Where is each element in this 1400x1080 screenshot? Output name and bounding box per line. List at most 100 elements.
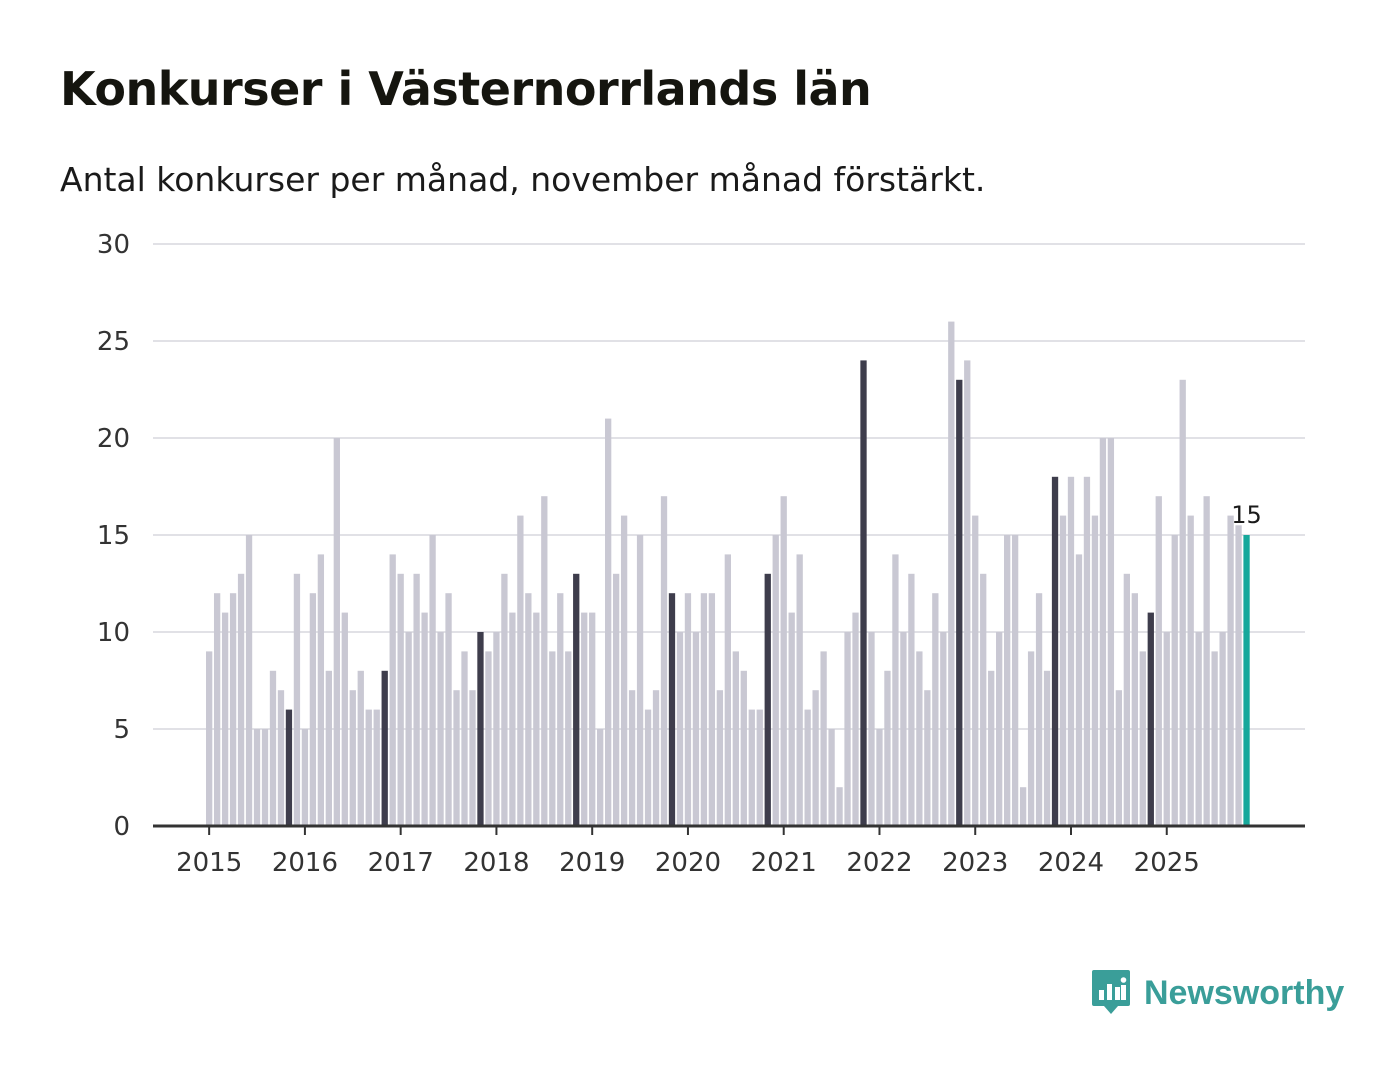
bar [1035,593,1043,826]
bar [1107,438,1115,826]
bar [916,651,923,826]
y-tick-label: 30 [97,230,130,260]
x-tick-label: 2020 [655,848,721,878]
bar [612,573,620,826]
bar [269,670,277,826]
bar [501,573,508,826]
bar [213,593,221,826]
bar [828,729,835,826]
bar [1059,515,1067,826]
bar [900,632,907,826]
bar [541,496,548,826]
bar [1075,554,1083,826]
bar [1043,670,1051,826]
bar [860,360,867,826]
bar [924,690,931,826]
bar [277,690,285,826]
chart-title: Konkurser i Västernorrlands län [60,62,872,116]
bar [740,670,747,826]
bar [1099,438,1107,826]
bar [1187,515,1194,826]
bar [804,709,811,826]
bar [660,496,668,826]
bar [333,438,340,826]
bar [1227,515,1234,826]
bar [493,632,500,826]
x-tick-label: 2022 [846,848,912,878]
bar [1115,690,1123,826]
bar [461,651,468,826]
bar [772,535,779,826]
bar [357,670,364,826]
bar [852,612,859,826]
x-tick-label: 2024 [1038,848,1104,878]
bar [397,573,404,826]
bar [445,593,452,826]
bar [636,535,644,826]
bar [964,360,971,826]
bar [453,690,460,826]
bar [708,593,716,826]
y-tick-label: 20 [97,424,130,454]
bar [1179,379,1186,826]
bar [940,632,947,826]
bar [285,709,293,826]
bar [628,690,636,826]
x-tick-label: 2018 [463,848,529,878]
bar [293,573,301,826]
bar [644,709,652,826]
bar [1171,535,1178,826]
bar [573,573,580,826]
newsworthy-brand[interactable]: Newsworthy [1090,968,1344,1018]
bar [868,632,875,826]
bar [980,573,987,826]
bar [972,515,979,826]
bar [932,593,939,826]
bar [245,535,253,826]
bar [1139,651,1146,826]
bar [788,612,795,826]
bar [812,690,819,826]
bar [676,632,684,826]
bar [206,651,213,826]
bar [820,651,827,826]
bar [1243,535,1250,826]
bar [1019,787,1027,826]
bar [325,670,332,826]
bar [237,573,245,826]
bar [309,593,317,826]
bar [405,632,412,826]
bar [1091,515,1099,826]
data-labels: 15 [1231,501,1262,529]
bar [1123,573,1130,826]
bar [261,729,269,826]
newsworthy-logo-icon [1092,970,1130,1014]
bar [317,554,325,826]
bar [684,593,692,826]
bar [748,709,755,826]
bar [716,690,724,826]
bar [1004,535,1011,826]
bar [1235,525,1242,826]
bar [1067,476,1075,826]
bar [1155,496,1162,826]
bar [1011,535,1019,826]
bar [477,632,484,826]
bar [589,612,596,826]
brand-name: Newsworthy [1144,973,1345,1012]
chart-subtitle: Antal konkurser per månad, november måna… [60,160,986,199]
bars [206,321,1250,826]
bar [764,573,771,826]
bar [908,573,915,826]
bar [565,651,572,826]
bar [373,709,380,826]
bar [1203,496,1210,826]
bar [549,651,556,826]
bar [1083,476,1091,826]
bar [229,593,237,826]
bar [221,612,229,826]
bar [301,729,309,826]
bar [724,554,731,826]
bar [836,787,843,826]
